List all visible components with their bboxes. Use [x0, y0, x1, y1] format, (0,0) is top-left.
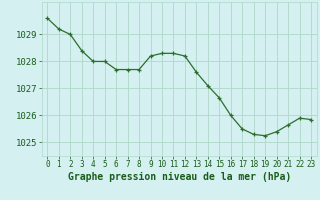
X-axis label: Graphe pression niveau de la mer (hPa): Graphe pression niveau de la mer (hPa) [68, 172, 291, 182]
